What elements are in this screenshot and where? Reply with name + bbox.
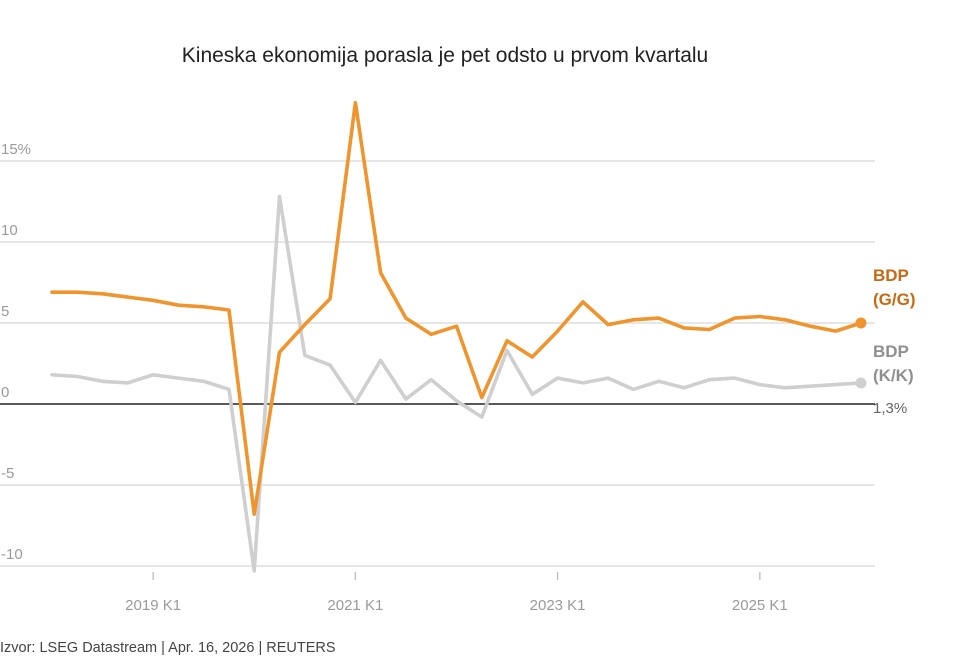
y-tick-label: -10 (1, 546, 23, 563)
source-note: Izvor: LSEG Datastream | Apr. 16, 2026 |… (0, 640, 336, 656)
series-end-point (855, 377, 867, 389)
series-line-bdp-gg (50, 100, 863, 517)
series-end-point (855, 317, 867, 329)
chart-title: Kineska ekonomija porasla je pet odsto u… (181, 44, 709, 67)
y-tick-label: 10 (1, 222, 18, 239)
y-tick-label: 15% (1, 141, 31, 158)
series-label: (G/G) (873, 290, 916, 309)
y-tick-label: -5 (1, 465, 14, 482)
x-tick-label: 2025 K1 (732, 597, 788, 614)
series-label: (K/K) (873, 366, 914, 385)
x-tick-label: 2021 K1 (327, 597, 383, 614)
y-tick-label: 0 (1, 384, 9, 401)
series-label: BDP (873, 342, 909, 361)
series-line-bdp-kk (50, 194, 863, 573)
y-tick-label: 5 (1, 303, 9, 320)
series-label: BDP (873, 266, 909, 285)
x-tick-label: 2019 K1 (125, 597, 181, 614)
x-tick-label: 2023 K1 (530, 597, 586, 614)
end-value-label: 1,3% (873, 400, 907, 417)
